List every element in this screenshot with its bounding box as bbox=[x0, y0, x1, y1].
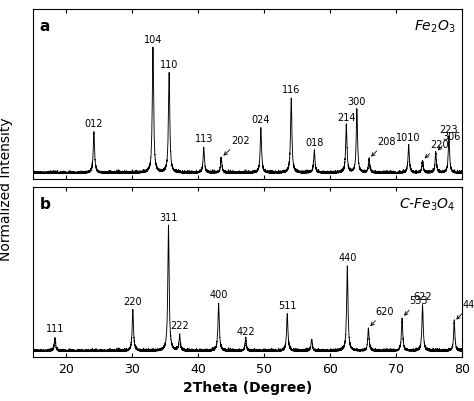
Text: 220: 220 bbox=[425, 140, 449, 158]
Text: 300: 300 bbox=[348, 97, 366, 107]
Text: 222: 222 bbox=[170, 320, 189, 330]
Text: 024: 024 bbox=[252, 115, 270, 125]
Text: Fe$_2$O$_3$: Fe$_2$O$_3$ bbox=[414, 18, 456, 35]
Text: 110: 110 bbox=[160, 59, 178, 69]
Text: 533: 533 bbox=[405, 296, 427, 316]
Text: 111: 111 bbox=[46, 323, 64, 333]
Text: 1010: 1010 bbox=[396, 132, 421, 142]
Text: 104: 104 bbox=[144, 35, 162, 45]
Text: Normalized Intensity: Normalized Intensity bbox=[0, 117, 13, 260]
Text: 422: 422 bbox=[237, 327, 255, 336]
Text: 306: 306 bbox=[438, 132, 461, 150]
Text: 116: 116 bbox=[282, 85, 301, 95]
Text: 400: 400 bbox=[210, 290, 228, 300]
Text: 018: 018 bbox=[305, 138, 324, 148]
Text: 511: 511 bbox=[278, 300, 297, 310]
Text: 622: 622 bbox=[413, 291, 432, 301]
X-axis label: 2Theta (Degree): 2Theta (Degree) bbox=[183, 380, 312, 394]
Text: a: a bbox=[40, 18, 50, 33]
Text: b: b bbox=[40, 196, 51, 211]
Text: 620: 620 bbox=[371, 306, 393, 326]
Text: 012: 012 bbox=[85, 119, 103, 129]
Text: C-Fe$_3$O$_4$: C-Fe$_3$O$_4$ bbox=[399, 196, 456, 213]
Text: 214: 214 bbox=[337, 112, 356, 122]
Text: 113: 113 bbox=[195, 134, 213, 144]
Text: 223: 223 bbox=[440, 125, 458, 135]
Text: 440: 440 bbox=[338, 252, 356, 262]
Text: 208: 208 bbox=[372, 137, 395, 157]
Text: 444: 444 bbox=[457, 299, 474, 319]
Text: 202: 202 bbox=[224, 136, 250, 156]
Text: 220: 220 bbox=[124, 296, 142, 306]
Text: 311: 311 bbox=[159, 213, 178, 223]
